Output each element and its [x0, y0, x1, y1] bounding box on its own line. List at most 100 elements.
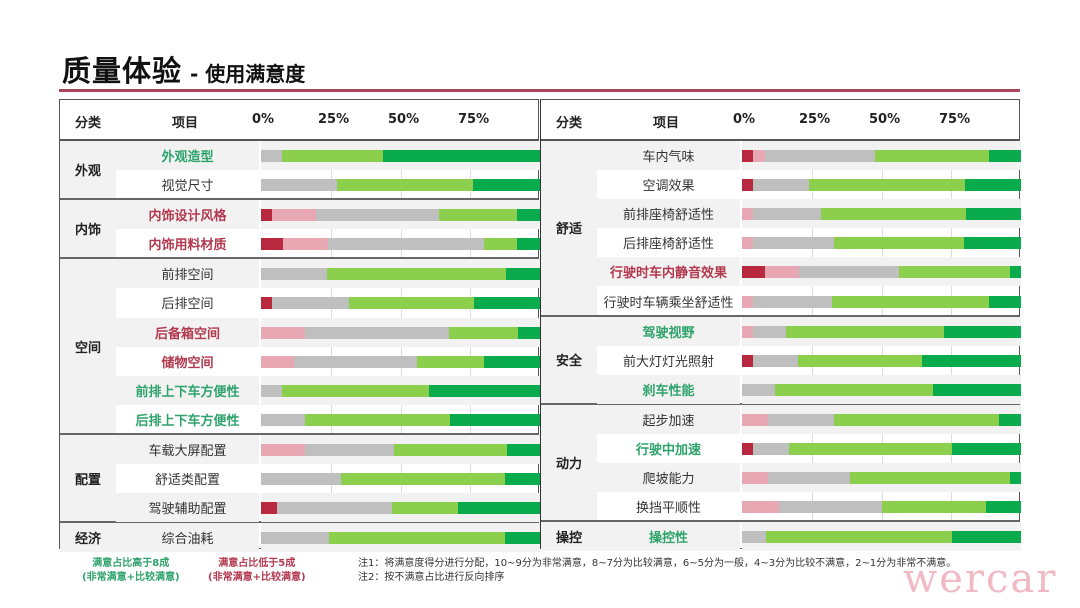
- stacked-bar: [261, 473, 541, 486]
- bar-segment-very-satisfied: [932, 383, 1022, 396]
- bar-segment-satisfied: [327, 268, 507, 281]
- table-row: 前排座椅舒适性: [597, 199, 1022, 229]
- bar-segment-satisfied: [821, 208, 966, 221]
- bar-segment-satisfied: [438, 209, 517, 222]
- bar-segment-satisfied: [393, 444, 507, 456]
- bar-segment-very-satisfied: [516, 209, 541, 222]
- bar-segment-satisfied: [881, 501, 986, 514]
- bar-segment-neutral: [261, 150, 283, 162]
- item-label: 储物空间: [161, 355, 214, 371]
- stacked-bar: [742, 472, 1022, 485]
- bar-segment-satisfied: [282, 384, 429, 397]
- stacked-bar: [261, 384, 541, 397]
- table-row: 爬坡能力: [597, 463, 1022, 493]
- bar-segment-satisfied: [789, 442, 952, 455]
- table-header: 分类 项目 0% 25% 50% 75%: [60, 100, 538, 141]
- category-label: 空间: [60, 259, 116, 433]
- table-row: 行驶时车内静音效果: [597, 257, 1022, 287]
- bar-segment-very-dissatisfied: [261, 238, 284, 251]
- bar-track: [261, 141, 541, 170]
- item-label: 舒适类配置: [154, 473, 220, 489]
- table-row: 后排座椅舒适性: [597, 228, 1022, 257]
- footnotes: 注1：将满意度得分进行分配，10~9分为非常满意，8~7分为比较满意，6~5分为…: [358, 557, 956, 585]
- item-label: 后排上下车方便性: [135, 413, 240, 429]
- bar-segment-dissatisfied: [283, 238, 329, 251]
- bar-segment-satisfied: [337, 179, 473, 192]
- item-label: 操控性: [597, 522, 740, 552]
- group-1: 安全 驾驶视野 前大灯灯光照射 刹车性能: [541, 316, 1022, 405]
- group-3: 操控 操控性: [541, 522, 1022, 552]
- bar-segment-dissatisfied: [742, 472, 769, 485]
- category-label: 配置: [60, 435, 116, 522]
- bar-segment-very-satisfied: [383, 150, 541, 162]
- item-label: 前排座椅舒适性: [597, 199, 740, 229]
- table-row: 后排上下车方便性: [116, 405, 541, 434]
- header-category: 分类: [556, 116, 583, 131]
- stacked-bar: [742, 354, 1022, 367]
- stacked-bar: [261, 502, 541, 515]
- category-label: 舒适: [541, 141, 597, 315]
- bar-segment-very-satisfied: [483, 355, 541, 368]
- satisfaction-table-right: 分类 项目 0% 25% 50% 75% 舒适 车内气味 空调效果 前排座椅舒适性 后排…: [540, 99, 1022, 552]
- table-row: 综合油耗: [116, 523, 541, 553]
- bar-segment-dissatisfied: [742, 413, 769, 426]
- table-row: 前排空间: [116, 259, 541, 289]
- bar-segment-neutral: [799, 266, 899, 279]
- bar-segment-neutral: [261, 268, 328, 281]
- item-label: 前排空间: [116, 259, 259, 289]
- bar-segment-satisfied: [341, 473, 505, 486]
- stacked-bar: [261, 355, 541, 368]
- bar-segment-neutral: [305, 326, 449, 339]
- table-header: 分类 项目 0% 25% 50% 75%: [541, 100, 1019, 141]
- bar-segment-neutral: [277, 502, 392, 515]
- bar-segment-very-dissatisfied: [261, 209, 273, 222]
- tick-label-50: 50%: [869, 112, 901, 127]
- bar-segment-dissatisfied: [261, 326, 306, 339]
- bar-track: [742, 228, 1022, 257]
- bar-track: [742, 434, 1022, 463]
- stacked-bar: [742, 531, 1022, 544]
- bar-segment-very-satisfied: [951, 442, 1022, 455]
- item-label: 后排座椅舒适性: [622, 237, 714, 253]
- tick-label-0: 0%: [252, 112, 275, 127]
- table-row: 后排空间: [116, 288, 541, 317]
- bar-segment-neutral: [261, 413, 306, 426]
- title-main: 质量体验: [62, 54, 183, 88]
- bar-track: [261, 229, 541, 258]
- note-1: 注1：将满意度得分进行分配，10~9分为非常满意，8~7分为比较满意，6~5分为…: [358, 558, 957, 569]
- item-label: 内饰设计风格: [116, 200, 259, 230]
- tick-label-25: 25%: [318, 112, 350, 127]
- table-row: 起步加速: [597, 404, 1022, 434]
- bar-track: [261, 375, 541, 405]
- stacked-bar: [261, 150, 541, 162]
- item-label: 后备箱空间: [116, 317, 259, 347]
- bar-segment-very-satisfied: [988, 295, 1022, 308]
- table-row: 前排上下车方便性: [116, 375, 541, 405]
- bar-segment-neutral: [765, 150, 876, 162]
- legend-low-satisfaction: 满意占比低于5成 (非常满意+比较满意): [208, 557, 306, 585]
- bar-segment-very-satisfied: [985, 501, 1022, 514]
- category-label: 经济: [60, 523, 116, 553]
- stacked-bar: [261, 444, 541, 456]
- table-row: 后备箱空间: [116, 317, 541, 347]
- stacked-bar: [742, 266, 1022, 279]
- bar-segment-dissatisfied: [742, 501, 780, 514]
- table-row: 舒适类配置: [116, 464, 541, 493]
- bar-segment-very-satisfied: [943, 325, 1022, 338]
- table-row: 驾驶视野: [597, 316, 1022, 346]
- stacked-bar: [742, 295, 1022, 308]
- stacked-bar: [261, 209, 541, 222]
- bar-track: [742, 522, 1022, 552]
- bar-segment-satisfied: [834, 237, 964, 250]
- stacked-bar: [261, 179, 541, 192]
- group-2: 空间 前排空间 后排空间 后备箱空间储物空间前排上下车方便性后排上下车方便性: [60, 259, 541, 435]
- item-label: 行驶时车辆乘坐舒适性: [603, 295, 734, 311]
- bar-segment-very-satisfied: [963, 237, 1022, 250]
- bar-segment-very-satisfied: [921, 354, 1022, 367]
- bar-segment-neutral: [742, 531, 767, 544]
- table-row: 内饰用料材质: [116, 229, 541, 258]
- bar-segment-very-satisfied: [516, 238, 541, 251]
- bar-segment-dissatisfied: [261, 444, 306, 456]
- bar-track: [261, 317, 541, 347]
- item-label: 空调效果: [642, 179, 695, 195]
